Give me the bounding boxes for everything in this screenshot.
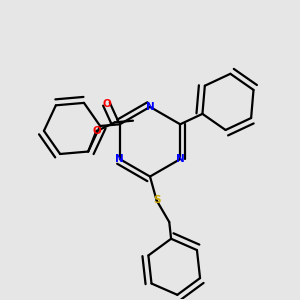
Text: O: O [92, 126, 101, 136]
Text: S: S [153, 195, 160, 206]
Text: N: N [146, 102, 154, 112]
Text: N: N [176, 154, 184, 164]
Text: O: O [102, 99, 111, 109]
Text: N: N [116, 154, 124, 164]
